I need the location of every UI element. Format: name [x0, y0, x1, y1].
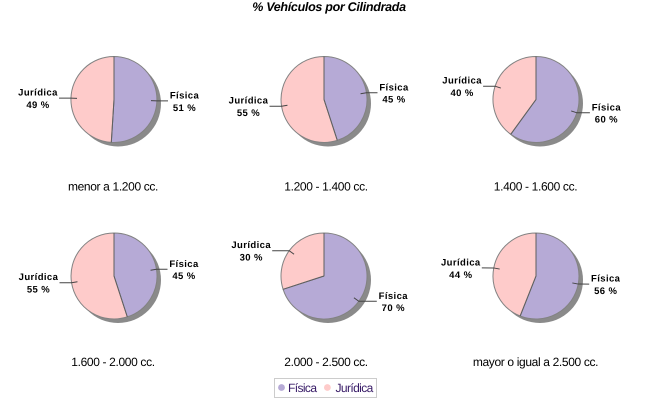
svg-text:40 %: 40 %: [450, 88, 473, 99]
svg-text:45 %: 45 %: [172, 271, 195, 282]
svg-text:mayor o igual a 2.500 cc.: mayor o igual a 2.500 cc.: [473, 355, 598, 369]
svg-text:51 %: 51 %: [173, 103, 196, 114]
svg-text:Física: Física: [379, 291, 409, 302]
svg-text:% Vehículos por Cilindrada: % Vehículos por Cilindrada: [252, 0, 406, 14]
svg-text:55 %: 55 %: [237, 108, 260, 119]
svg-text:1.600 - 2.000 cc.: 1.600 - 2.000 cc.: [71, 355, 154, 369]
svg-text:Física: Física: [592, 102, 622, 113]
svg-text:Jurídica: Jurídica: [231, 240, 271, 251]
svg-text:Física: Física: [591, 274, 621, 285]
svg-text:1.200 - 1.400 cc.: 1.200 - 1.400 cc.: [284, 180, 367, 194]
svg-text:2.000 - 2.500 cc.: 2.000 - 2.500 cc.: [284, 355, 367, 369]
svg-text:60 %: 60 %: [595, 115, 618, 126]
svg-text:Jurídica: Jurídica: [229, 96, 269, 107]
svg-text:1.400 - 1.600 cc.: 1.400 - 1.600 cc.: [494, 180, 577, 194]
svg-text:49 %: 49 %: [26, 100, 49, 111]
svg-text:56 %: 56 %: [594, 286, 617, 297]
svg-text:Física: Física: [169, 259, 199, 270]
svg-text:30 %: 30 %: [240, 253, 263, 264]
svg-text:Jurídica: Jurídica: [441, 257, 481, 268]
svg-text:Física: Física: [379, 82, 409, 93]
svg-text:Jurídica: Jurídica: [18, 88, 58, 99]
svg-text:menor a 1.200 cc.: menor a 1.200 cc.: [68, 180, 158, 194]
svg-text:Jurídica: Jurídica: [19, 272, 59, 283]
svg-text:Física: Física: [288, 381, 317, 395]
svg-text:Física: Física: [170, 90, 200, 101]
svg-text:55 %: 55 %: [27, 285, 50, 296]
svg-text:Jurídica: Jurídica: [336, 381, 374, 395]
svg-text:44 %: 44 %: [449, 270, 472, 281]
svg-text:45 %: 45 %: [382, 95, 405, 106]
svg-text:70 %: 70 %: [382, 303, 405, 314]
svg-text:Jurídica: Jurídica: [442, 76, 482, 87]
